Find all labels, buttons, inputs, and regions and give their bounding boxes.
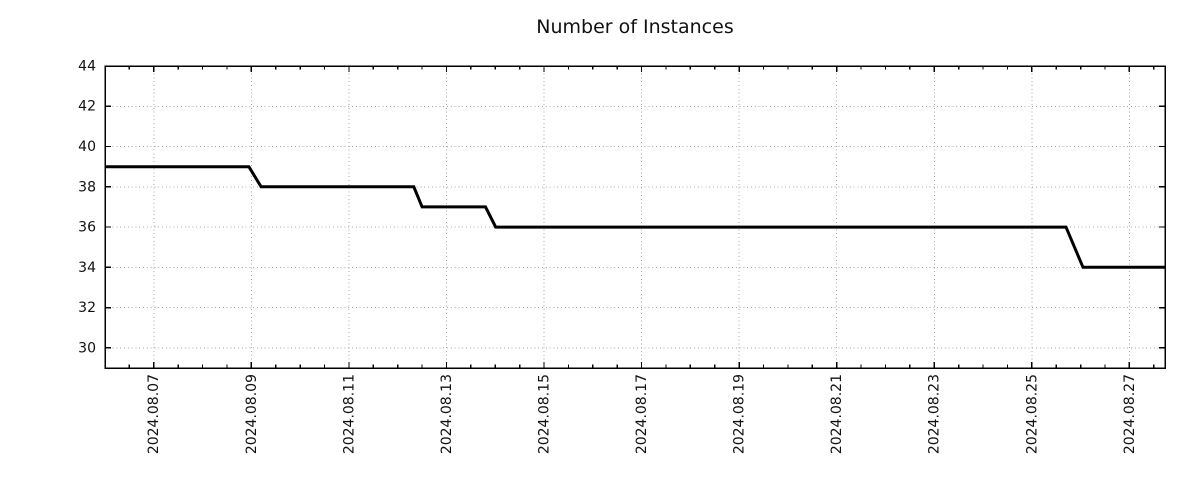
x-tick-label: 2024.08.25 [1024, 374, 1040, 454]
grid-layer [105, 66, 1165, 368]
y-tick-label: 32 [78, 300, 96, 316]
x-tick-labels: 2024.08.07 2024.08.09 2024.08.11 2024.08.13… [146, 374, 1138, 454]
y-tick-labels: 30 32 34 36 38 40 42 44 [78, 58, 96, 356]
x-tick-label: 2024.08.13 [439, 374, 455, 454]
series-line-instances [105, 165, 1165, 269]
x-tick-label: 2024.08.15 [537, 374, 553, 454]
x-tick-label: 2024.08.11 [341, 374, 357, 454]
x-tick-label: 2024.08.23 [927, 374, 943, 454]
y-tick-label: 38 [78, 179, 96, 195]
plot-border [104, 65, 1166, 369]
y-tick-label: 36 [78, 220, 96, 236]
x-tick-label: 2024.08.27 [1122, 374, 1138, 454]
chart-title: Number of Instances [536, 16, 733, 38]
x-tick-label: 2024.08.21 [829, 374, 845, 454]
y-tick-label: 34 [78, 260, 96, 276]
y-tick-label: 40 [78, 139, 96, 155]
y-tick-label: 44 [78, 58, 96, 74]
y-tick-label: 30 [78, 340, 96, 356]
x-tick-label: 2024.08.17 [634, 374, 650, 454]
x-tick-label: 2024.08.19 [732, 374, 748, 454]
x-tick-label: 2024.08.09 [244, 374, 260, 454]
y-tick-label: 42 [78, 99, 96, 115]
x-tick-label: 2024.08.07 [146, 374, 162, 454]
tick-layer [105, 65, 1165, 368]
